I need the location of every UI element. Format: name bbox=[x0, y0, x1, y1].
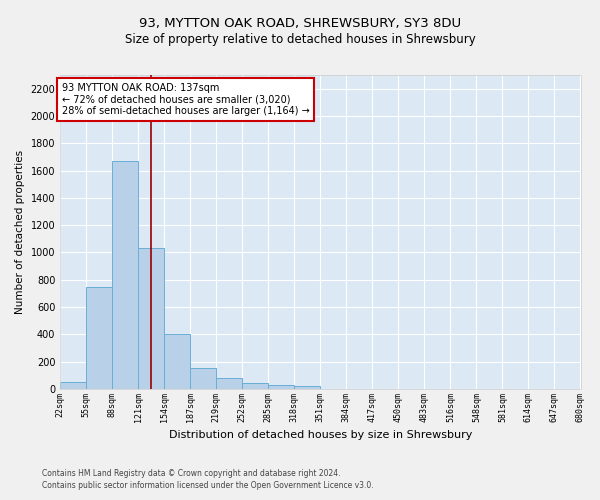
Bar bbox=[112, 161, 138, 389]
Bar bbox=[60, 382, 86, 389]
Y-axis label: Number of detached properties: Number of detached properties bbox=[15, 150, 25, 314]
Bar bbox=[295, 386, 320, 389]
Text: Contains HM Land Registry data © Crown copyright and database right 2024.: Contains HM Land Registry data © Crown c… bbox=[42, 468, 341, 477]
Bar bbox=[216, 378, 242, 389]
Text: Contains public sector information licensed under the Open Government Licence v3: Contains public sector information licen… bbox=[42, 481, 374, 490]
Bar bbox=[138, 248, 164, 389]
Bar bbox=[190, 368, 216, 389]
Bar bbox=[268, 385, 295, 389]
Text: 93 MYTTON OAK ROAD: 137sqm
← 72% of detached houses are smaller (3,020)
28% of s: 93 MYTTON OAK ROAD: 137sqm ← 72% of deta… bbox=[62, 83, 310, 116]
Bar bbox=[86, 286, 112, 389]
X-axis label: Distribution of detached houses by size in Shrewsbury: Distribution of detached houses by size … bbox=[169, 430, 472, 440]
Bar bbox=[242, 384, 268, 389]
Bar bbox=[164, 334, 190, 389]
Text: Size of property relative to detached houses in Shrewsbury: Size of property relative to detached ho… bbox=[125, 32, 475, 46]
Text: 93, MYTTON OAK ROAD, SHREWSBURY, SY3 8DU: 93, MYTTON OAK ROAD, SHREWSBURY, SY3 8DU bbox=[139, 18, 461, 30]
